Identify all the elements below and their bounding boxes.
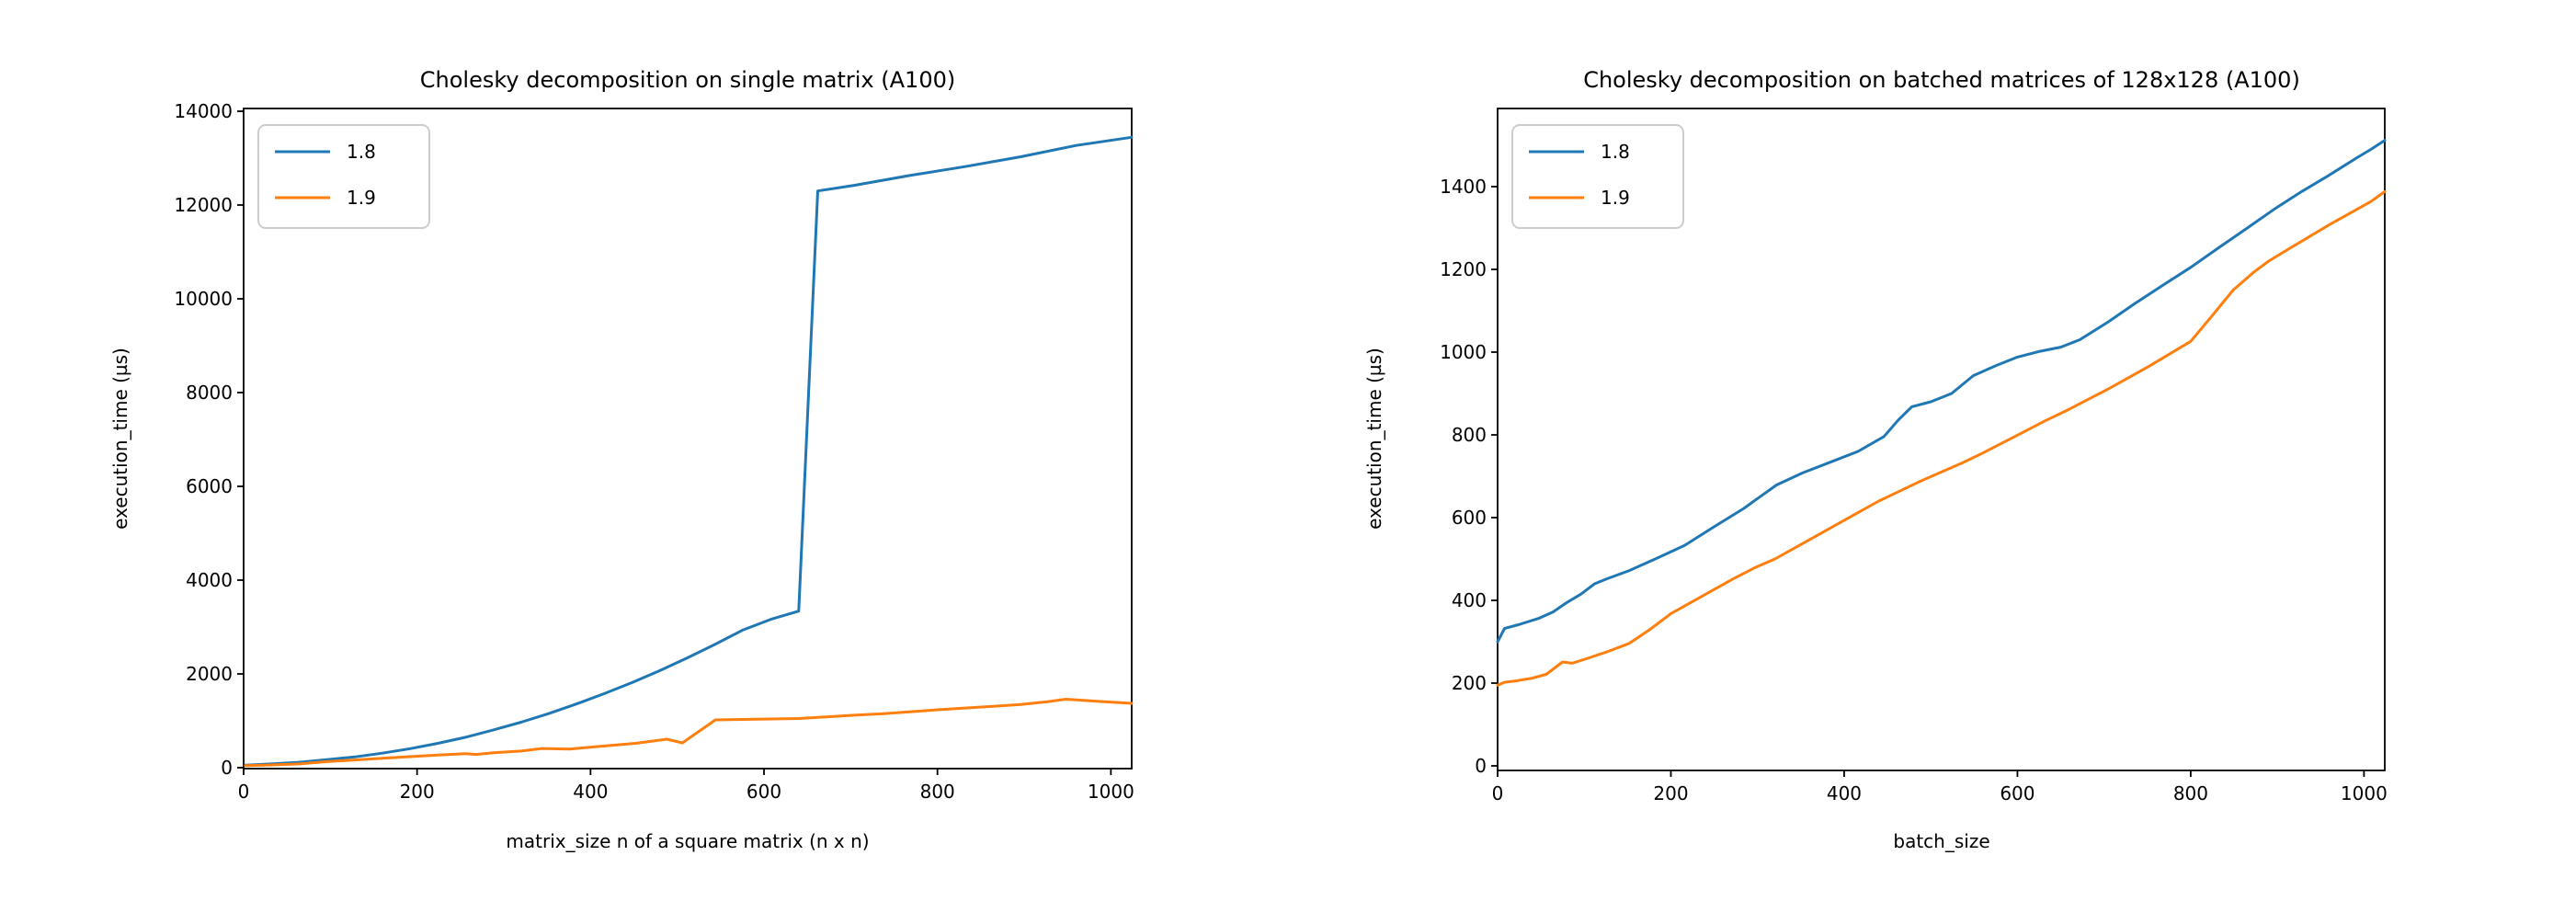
- y-tick-label: 12000: [174, 194, 233, 216]
- y-tick-label: 0: [1475, 755, 1487, 777]
- y-tick-label: 6000: [186, 475, 233, 497]
- left-y-axis-label: execution_time (µs): [109, 348, 131, 530]
- x-tick-label: 600: [2000, 782, 2035, 804]
- x-tick-label: 400: [573, 781, 608, 803]
- y-tick-label: 600: [1452, 507, 1487, 529]
- right-legend-label-1.8: 1.8: [1601, 141, 1630, 163]
- right-legend-box: [1511, 124, 1684, 229]
- left-legend-label-1.9: 1.9: [347, 187, 376, 209]
- x-tick-label: 0: [238, 781, 250, 803]
- y-tick-label: 1200: [1440, 258, 1487, 280]
- right-legend-label-1.9: 1.9: [1601, 187, 1630, 209]
- y-tick-label: 200: [1452, 672, 1487, 694]
- right-y-axis-label: execution_time (µs): [1363, 348, 1385, 530]
- x-tick-label: 200: [1653, 782, 1688, 804]
- right-plot-area: 0 200 400 600 800 1000 0 200 400 600 800 1000 1200 14…: [1440, 108, 2388, 804]
- y-tick-label: 1400: [1440, 176, 1487, 198]
- left-chart: Cholesky decomposition on single matrix …: [109, 67, 1134, 852]
- series-line-1.9: [244, 698, 1134, 768]
- left-plot-area: 0 200 400 600 800 100002000400060008000100001…: [174, 100, 1134, 803]
- plot-border: [243, 108, 1133, 770]
- right-chart-title: Cholesky decomposition on batched matric…: [1583, 67, 2300, 93]
- right-legend: 1.8 1.9: [1511, 124, 1684, 229]
- plot-border: [1497, 108, 2386, 771]
- x-tick-label: 1000: [1088, 781, 1134, 803]
- series-line-1.8: [244, 135, 1134, 767]
- y-tick-label: 10000: [174, 288, 233, 310]
- left-chart-title: Cholesky decomposition on single matrix …: [420, 67, 955, 93]
- x-tick-label: 600: [747, 781, 781, 803]
- y-tick-label: 800: [1452, 424, 1487, 446]
- y-tick-label: 400: [1452, 589, 1487, 611]
- y-tick-label: 8000: [186, 382, 233, 404]
- series-line-1.8: [1496, 139, 2387, 644]
- left-legend: 1.8 1.9: [257, 124, 430, 229]
- x-tick-label: 1000: [2341, 782, 2388, 804]
- y-tick-label: 0: [221, 757, 233, 779]
- y-tick-label: 2000: [186, 663, 233, 685]
- x-tick-label: 200: [400, 781, 435, 803]
- right-x-axis-label: batch_size: [1893, 830, 1989, 852]
- x-tick-label: 800: [2173, 782, 2208, 804]
- y-tick-label: 4000: [186, 569, 233, 591]
- left-legend-box: [257, 124, 430, 229]
- left-legend-label-1.8: 1.8: [347, 141, 376, 163]
- x-tick-label: 800: [920, 781, 955, 803]
- x-tick-label: 400: [1827, 782, 1862, 804]
- left-x-axis-label: matrix_size n of a square matrix (n x n): [506, 830, 869, 852]
- y-tick-label: 1000: [1440, 341, 1487, 363]
- right-chart: Cholesky decomposition on batched matric…: [1363, 67, 2388, 852]
- series-line-1.9: [1496, 189, 2387, 687]
- x-tick-label: 0: [1492, 782, 1504, 804]
- y-tick-label: 14000: [174, 100, 233, 122]
